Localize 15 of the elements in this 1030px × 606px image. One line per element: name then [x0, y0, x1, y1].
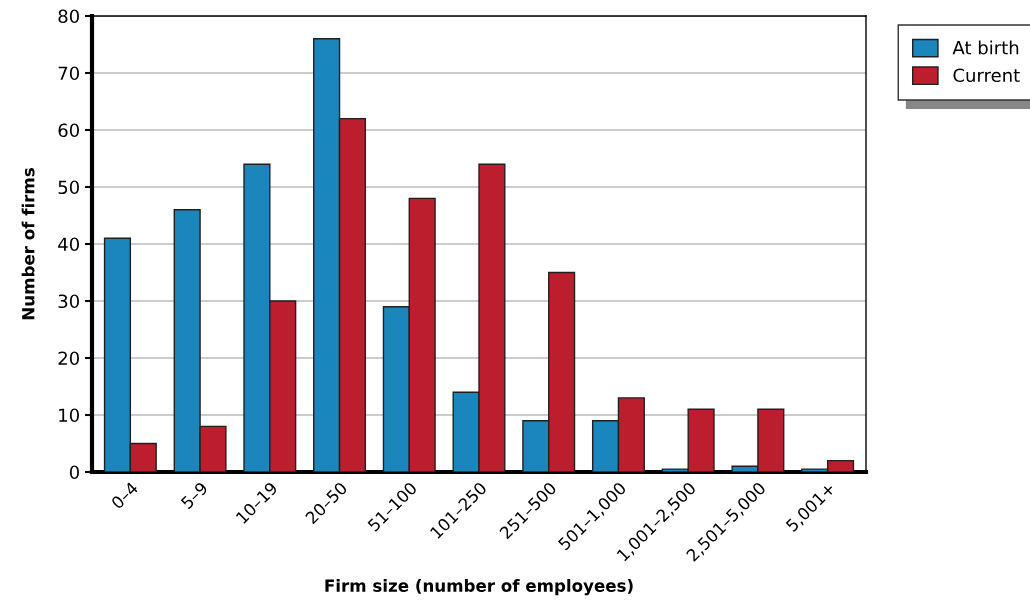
x-tick-label: 5–9	[180, 481, 209, 510]
y-tick-label: 30	[58, 294, 79, 309]
y-tick-label: 0	[69, 465, 79, 480]
x-tick-label: 0–4	[110, 481, 139, 510]
y-tick-label: 10	[59, 408, 79, 423]
y-axis-title: Number of firms	[21, 168, 35, 320]
y-tick-label: 40	[58, 237, 79, 252]
y-tick-label: 70	[58, 66, 79, 81]
y-tick-label: 80	[58, 9, 79, 24]
y-tick-label: 60	[58, 123, 79, 138]
legend-label: Current	[953, 68, 1020, 83]
x-axis-title: Firm size (number of employees)	[325, 579, 633, 596]
y-tick-label: 50	[58, 180, 79, 195]
y-tick-label: 20	[58, 351, 79, 366]
legend-label: At birth	[952, 40, 1019, 55]
